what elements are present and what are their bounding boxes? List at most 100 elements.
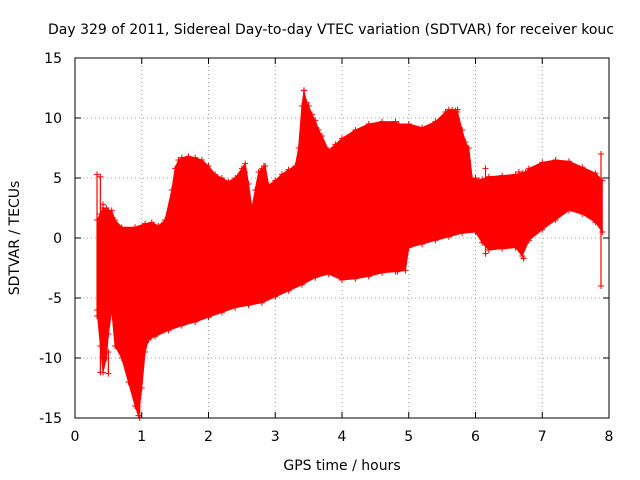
data-point-marker — [303, 99, 310, 106]
data-point-marker — [232, 175, 239, 181]
tick-labels: 0 1 2 3 4 5 6 7 8 -15 -10 -5 0 5 10 15 — [39, 51, 613, 445]
data-point-marker — [479, 239, 486, 246]
data-point-marker — [298, 281, 305, 288]
data-point-marker — [482, 165, 489, 172]
data-point-marker — [339, 277, 345, 283]
data-point-marker — [112, 217, 119, 223]
data-point-marker — [260, 205, 267, 211]
data-point-marker — [579, 164, 586, 171]
data-point-marker — [339, 135, 345, 142]
x-axis-label: GPS time / hours — [283, 458, 400, 474]
data-point-marker — [108, 207, 115, 214]
x-tick-label: 5 — [404, 429, 413, 445]
data-point-marker — [142, 349, 149, 355]
data-point-marker — [136, 379, 143, 385]
data-point-marker — [599, 177, 606, 184]
data-point-marker — [97, 369, 104, 376]
data-point-marker — [599, 229, 606, 235]
data-point-marker — [175, 157, 182, 163]
data-point-marker — [402, 267, 409, 274]
data-point-marker — [405, 244, 412, 251]
data-point-marker — [472, 229, 479, 235]
data-point-marker — [394, 268, 401, 275]
data-point-marker — [108, 307, 115, 313]
data-point-marker — [265, 182, 272, 189]
data-point-marker — [242, 160, 249, 167]
chart-title: Day 329 of 2011, Sidereal Day-to-day VTE… — [48, 22, 614, 38]
data-point-marker — [449, 106, 456, 113]
data-point-marker — [332, 141, 339, 148]
x-tick-label: 7 — [538, 429, 547, 445]
data-point-marker — [105, 331, 112, 337]
data-point-marker — [512, 244, 519, 251]
data-point-marker — [255, 169, 262, 175]
data-point-marker — [125, 379, 132, 385]
data-point-marker — [278, 171, 285, 178]
data-point-marker — [352, 127, 359, 133]
data-point-marker — [232, 304, 239, 311]
data-point-marker — [315, 127, 322, 133]
data-point-marker — [325, 147, 332, 154]
y-tick-label: 0 — [53, 231, 62, 247]
data-point-marker — [419, 124, 426, 131]
data-point-marker — [295, 145, 302, 151]
data-point-marker — [352, 275, 359, 282]
data-point-marker — [312, 274, 319, 281]
data-point-marker — [318, 133, 325, 139]
data-point-marker — [442, 109, 449, 115]
y-tick-label: 15 — [44, 51, 62, 67]
data-area — [94, 87, 606, 421]
data-point-marker — [539, 226, 546, 233]
data-point-marker — [152, 333, 159, 340]
data-point-marker — [499, 172, 506, 179]
data-point-marker — [432, 118, 439, 125]
data-point-marker — [300, 142, 307, 149]
data-point-marker — [100, 201, 107, 208]
data-point-marker — [238, 165, 245, 172]
data-point-marker — [118, 224, 125, 231]
data-point-marker — [308, 111, 315, 118]
data-point-marker — [485, 173, 492, 180]
data-point-marker — [100, 355, 107, 361]
y-axis-label: SDTVAR / TECUs — [7, 181, 23, 296]
data-point-marker — [552, 217, 559, 223]
data-point-marker — [462, 139, 469, 145]
data-point-marker — [395, 121, 402, 127]
data-point-marker — [512, 171, 519, 178]
data-point-marker — [305, 103, 312, 109]
data-point-marker — [198, 157, 205, 163]
data-point-marker — [192, 319, 199, 325]
data-point-marker — [252, 187, 259, 193]
data-point-marker — [242, 169, 249, 175]
data-point-marker — [522, 169, 529, 175]
x-tick-label: 4 — [338, 429, 347, 445]
data-point-marker — [260, 163, 267, 169]
data-point-marker — [178, 154, 185, 161]
data-point-marker — [212, 171, 219, 178]
data-point-marker — [519, 170, 526, 177]
data-point-marker — [325, 271, 332, 277]
data-point-marker — [552, 157, 559, 163]
data-point-marker — [454, 127, 461, 133]
data-point-marker — [242, 181, 249, 187]
data-point-marker — [312, 117, 319, 124]
data-point-marker — [94, 313, 101, 319]
data-point-marker — [592, 170, 599, 177]
data-point-marker — [597, 283, 604, 289]
data-point-marker — [515, 169, 522, 175]
data-point-marker — [148, 219, 155, 226]
data-point-marker — [272, 293, 279, 300]
data-point-marker — [168, 187, 175, 193]
data-point-marker — [94, 171, 101, 178]
data-point-marker — [432, 237, 439, 244]
data-point-marker — [165, 327, 172, 334]
data-point-marker — [539, 159, 546, 166]
data-point-marker — [205, 314, 212, 321]
x-tick-label: 3 — [271, 429, 280, 445]
data-point-marker — [597, 151, 604, 157]
data-point-marker — [172, 165, 179, 172]
data-point-marker — [592, 219, 599, 226]
data-point-marker — [218, 175, 225, 181]
data-point-marker — [145, 337, 152, 343]
